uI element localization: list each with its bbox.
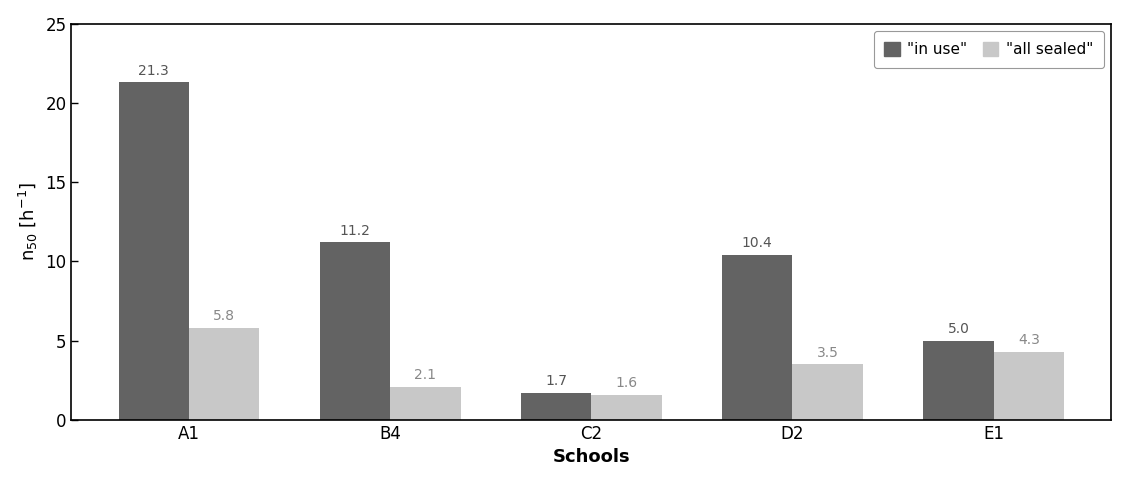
Bar: [521, 393, 591, 420]
X-axis label: Schools: Schools: [553, 448, 631, 466]
Text: 4.3: 4.3: [1017, 333, 1040, 347]
Text: 1.7: 1.7: [545, 374, 567, 388]
Bar: [793, 365, 863, 420]
Text: 21.3: 21.3: [139, 64, 169, 78]
Legend: "in use", "all sealed": "in use", "all sealed": [874, 31, 1103, 68]
Bar: [591, 395, 662, 420]
Text: 3.5: 3.5: [817, 346, 838, 360]
Bar: [994, 352, 1064, 420]
Bar: [319, 242, 390, 420]
Text: 2.1: 2.1: [414, 368, 437, 382]
Text: 10.4: 10.4: [742, 236, 773, 250]
Text: 11.2: 11.2: [340, 224, 370, 238]
Bar: [118, 82, 190, 420]
Bar: [190, 328, 259, 420]
Bar: [390, 386, 460, 420]
Text: 5.8: 5.8: [213, 309, 236, 323]
Bar: [722, 255, 793, 420]
Text: 5.0: 5.0: [948, 322, 969, 336]
Bar: [923, 341, 994, 420]
Text: 1.6: 1.6: [616, 376, 637, 390]
Y-axis label: n$_{50}$ [h$^{-1}$]: n$_{50}$ [h$^{-1}$]: [17, 182, 39, 261]
